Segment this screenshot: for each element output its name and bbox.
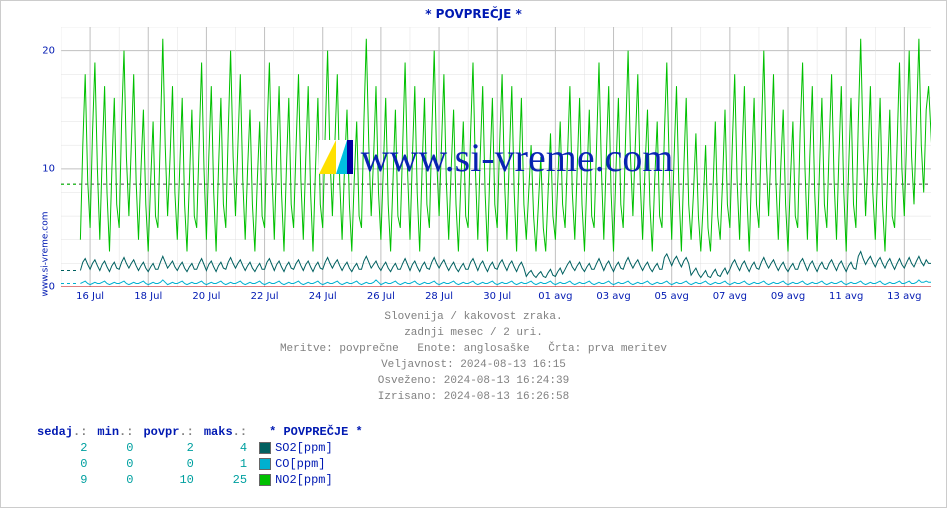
legend-cell-min: 0 — [93, 441, 137, 455]
x-tick: 26 Jul — [367, 291, 395, 302]
chart-container: * POVPREČJE * www.si-vreme.com 01020 www… — [0, 0, 947, 508]
x-tick: 30 Jul — [483, 291, 511, 302]
x-tick: 13 avg — [887, 291, 921, 302]
legend-header-now: sedaj.: — [33, 425, 91, 439]
x-tick: 18 Jul — [134, 291, 162, 302]
chart-footer: Slovenija / kakovost zraka. zadnji mesec… — [1, 309, 946, 405]
legend-cell-now: 2 — [33, 441, 91, 455]
legend-header-avg: povpr.: — [139, 425, 197, 439]
x-tick: 22 Jul — [251, 291, 279, 302]
footer-line-5: Osveženo: 2024-08-13 16:24:39 — [1, 373, 946, 389]
legend-row: 2024SO2[ppm] — [33, 441, 367, 455]
footer-line-6: Izrisano: 2024-08-13 16:26:58 — [1, 389, 946, 405]
chart-svg — [61, 27, 931, 287]
legend-row: 0001CO[ppm] — [33, 457, 367, 471]
x-tick: 28 Jul — [425, 291, 453, 302]
legend-cell-avg: 10 — [139, 473, 197, 487]
legend-cell-series: NO2[ppm] — [253, 473, 367, 487]
legend-swatch — [259, 474, 271, 486]
y-tick: 20 — [31, 45, 55, 56]
x-tick: 16 Jul — [76, 291, 104, 302]
legend-cell-avg: 0 — [139, 457, 197, 471]
legend-table: sedaj.: min.: povpr.: maks.: * POVPREČJE… — [31, 423, 369, 489]
x-tick: 01 avg — [538, 291, 572, 302]
legend-cell-max: 4 — [200, 441, 251, 455]
x-tick: 09 avg — [771, 291, 805, 302]
x-tick: 24 Jul — [309, 291, 337, 302]
legend-body: 2024SO2[ppm]0001CO[ppm]901025NO2[ppm] — [33, 441, 367, 487]
y-tick: 0 — [31, 282, 55, 293]
legend-cell-max: 1 — [200, 457, 251, 471]
legend-cell-max: 25 — [200, 473, 251, 487]
y-tick-container: 01020 — [31, 27, 59, 287]
legend-header-series: * POVPREČJE * — [253, 425, 367, 439]
plot-area: www.si-vreme.com — [61, 27, 931, 287]
legend-cell-now: 9 — [33, 473, 91, 487]
footer-line-2: zadnji mesec / 2 uri. — [1, 325, 946, 341]
legend-row: 901025NO2[ppm] — [33, 473, 367, 487]
legend-cell-min: 0 — [93, 473, 137, 487]
x-tick-container: 16 Jul 18 Jul 20 Jul 22 Jul 24 Jul 26 Jul 28 J… — [61, 291, 931, 307]
footer-line-1: Slovenija / kakovost zraka. — [1, 309, 946, 325]
x-tick: 11 avg — [829, 291, 863, 302]
legend-header-row: sedaj.: min.: povpr.: maks.: * POVPREČJE… — [33, 425, 367, 439]
x-tick: 05 avg — [655, 291, 689, 302]
footer-line-3: Meritve: povprečne Enote: anglosaške Črt… — [1, 341, 946, 357]
footer-line-4: Veljavnost: 2024-08-13 16:15 — [1, 357, 946, 373]
legend-header-max: maks.: — [200, 425, 251, 439]
legend-cell-series: CO[ppm] — [253, 457, 367, 471]
legend-cell-avg: 2 — [139, 441, 197, 455]
y-tick: 10 — [31, 163, 55, 174]
legend-header-min: min.: — [93, 425, 137, 439]
legend-cell-now: 0 — [33, 457, 91, 471]
legend-swatch — [259, 458, 271, 470]
legend-swatch — [259, 442, 271, 454]
x-tick: 03 avg — [596, 291, 630, 302]
chart-title: * POVPREČJE * — [1, 1, 946, 21]
x-tick: 20 Jul — [192, 291, 220, 302]
legend-cell-min: 0 — [93, 457, 137, 471]
legend-cell-series: SO2[ppm] — [253, 441, 367, 455]
x-tick: 07 avg — [713, 291, 747, 302]
